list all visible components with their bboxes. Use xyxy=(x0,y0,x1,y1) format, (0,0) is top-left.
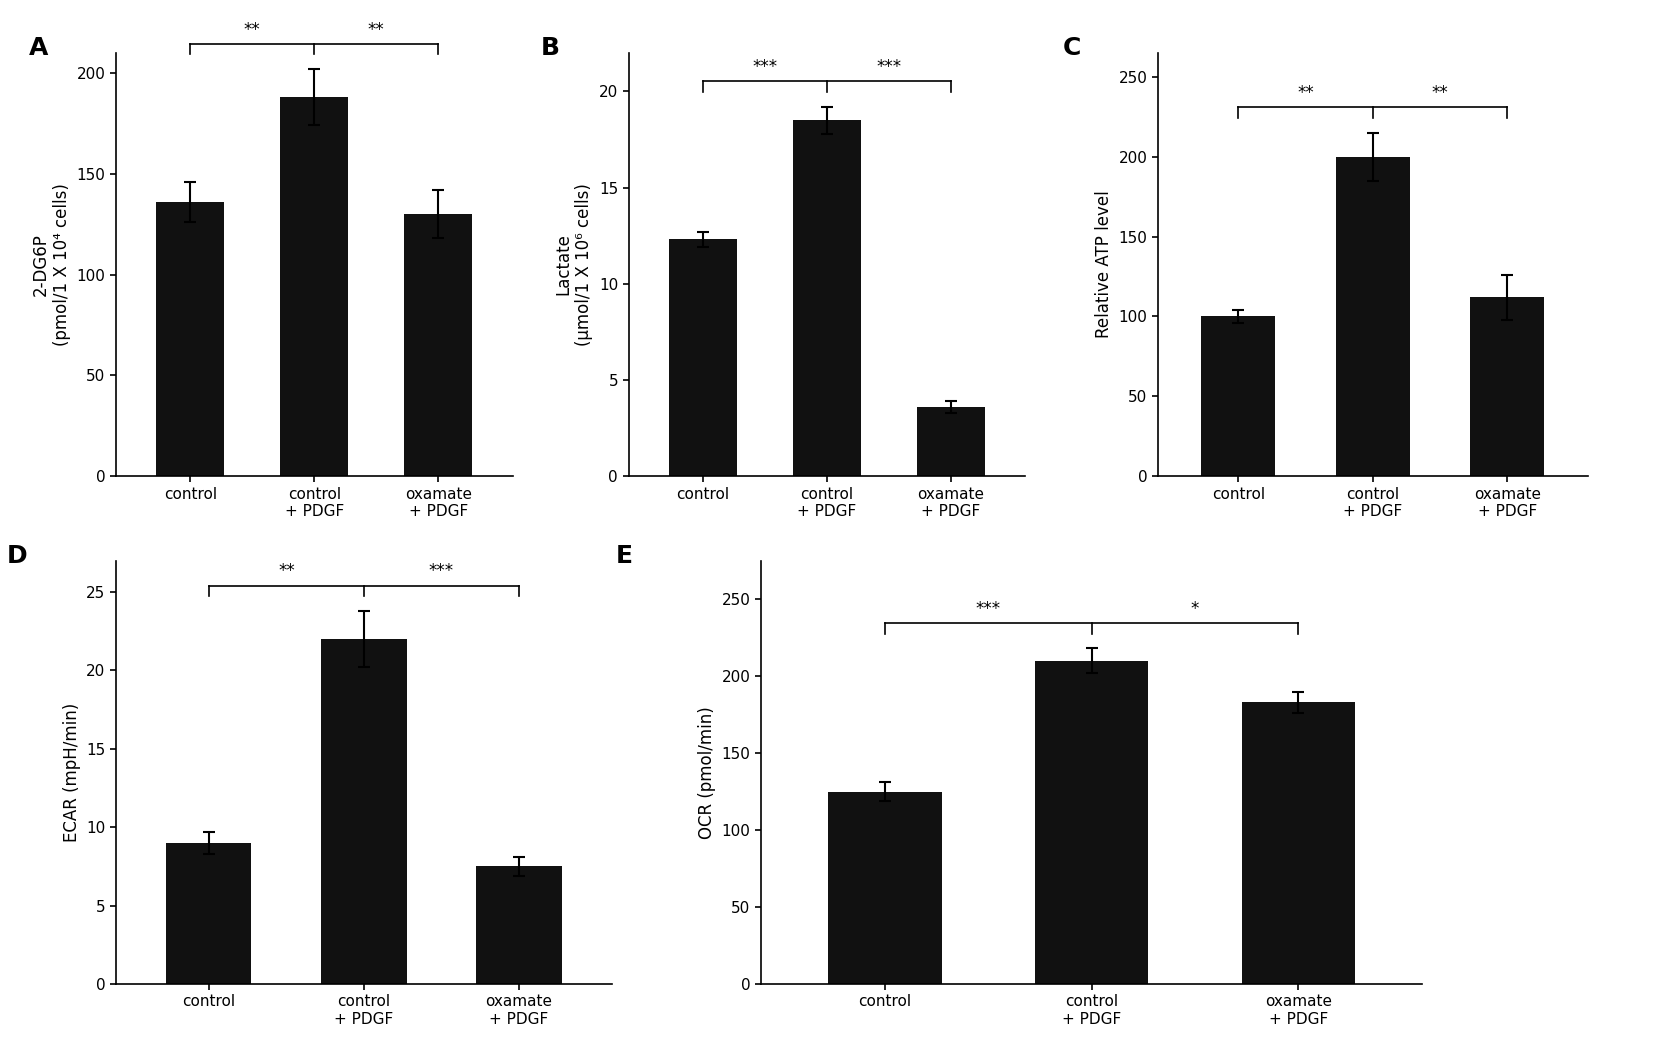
Bar xyxy=(916,407,986,476)
Text: ***: *** xyxy=(753,58,777,76)
Text: ***: *** xyxy=(877,58,901,76)
Y-axis label: OCR (pmol/min): OCR (pmol/min) xyxy=(698,706,716,839)
Bar xyxy=(321,639,407,984)
Bar xyxy=(476,867,562,984)
Bar xyxy=(792,121,862,476)
Text: E: E xyxy=(615,544,632,568)
Bar xyxy=(1201,316,1275,476)
Y-axis label: 2-DG6P
(pmol/1 X 10⁴ cells): 2-DG6P (pmol/1 X 10⁴ cells) xyxy=(31,183,71,346)
Text: *: * xyxy=(1191,600,1199,618)
Text: A: A xyxy=(28,36,48,60)
Text: C: C xyxy=(1064,36,1082,60)
Text: **: ** xyxy=(367,20,385,38)
Bar xyxy=(668,239,738,476)
Bar xyxy=(1470,297,1545,476)
Bar xyxy=(165,843,251,984)
Bar xyxy=(1035,661,1148,984)
Text: D: D xyxy=(7,544,26,568)
Bar xyxy=(829,791,941,984)
Bar xyxy=(155,202,225,476)
Bar xyxy=(1242,703,1355,984)
Text: B: B xyxy=(541,36,561,60)
Y-axis label: Relative ATP level: Relative ATP level xyxy=(1095,190,1113,339)
Text: **: ** xyxy=(1432,85,1449,103)
Text: ***: *** xyxy=(976,600,1001,618)
Text: ***: *** xyxy=(428,563,453,581)
Text: **: ** xyxy=(1297,85,1313,103)
Bar xyxy=(1336,157,1409,476)
Y-axis label: Lactate
(μmol/1 X 10⁶ cells): Lactate (μmol/1 X 10⁶ cells) xyxy=(554,183,594,346)
Text: **: ** xyxy=(243,20,261,38)
Bar xyxy=(404,214,473,476)
Y-axis label: ECAR (mpH/min): ECAR (mpH/min) xyxy=(63,703,81,842)
Bar xyxy=(280,97,349,476)
Text: **: ** xyxy=(278,563,294,581)
